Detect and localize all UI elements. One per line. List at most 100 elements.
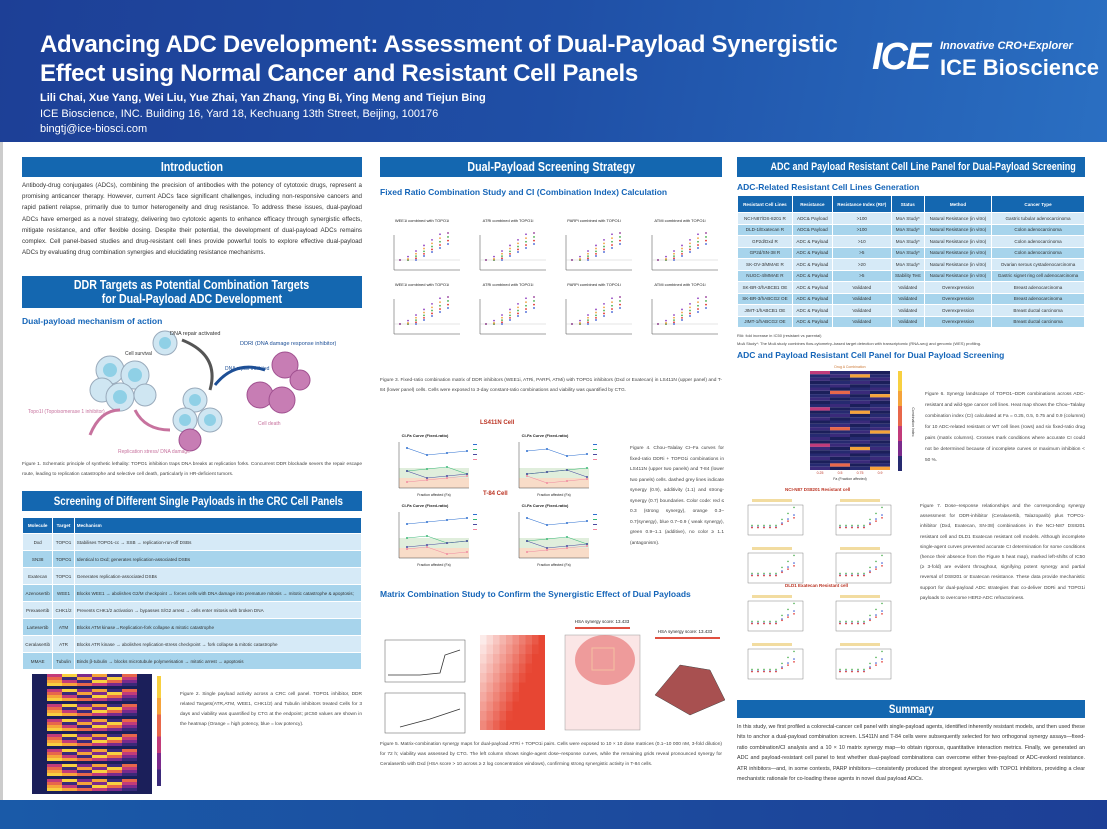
heatmap-cell	[32, 704, 47, 707]
heatmap-cell	[32, 728, 47, 731]
ci-heatmap-cell	[870, 377, 890, 381]
data-point	[793, 650, 795, 653]
matrix-cell	[519, 711, 526, 721]
matrix-cell	[538, 711, 545, 721]
data-point	[439, 304, 441, 307]
data-point	[781, 571, 783, 574]
data-point	[533, 307, 535, 309]
heatmap-cell	[62, 731, 77, 734]
data-point	[793, 562, 795, 564]
ci-heatmap-cell	[870, 397, 890, 401]
table-cell: Validated	[891, 293, 924, 304]
heatmap-cell	[107, 731, 122, 734]
ci-heatmap-cell	[850, 450, 870, 454]
legend-swatch	[473, 459, 477, 460]
data-point	[787, 616, 789, 618]
ci-heatmap-cell	[830, 427, 850, 431]
ci-heatmap-cell	[810, 404, 830, 408]
data-point	[851, 574, 853, 577]
ci-heatmap-cell	[810, 400, 830, 404]
ci-series-line	[406, 517, 468, 525]
dose-response-plot: ATMi combined with TOPO1i	[651, 282, 718, 335]
heatmap-cell	[122, 752, 137, 755]
legend-swatch	[593, 519, 597, 520]
heatmap-cell	[62, 713, 77, 716]
colorbar-segment	[898, 376, 902, 381]
heatmap-cell	[107, 695, 122, 698]
matrix-cell	[493, 711, 500, 721]
table-cell: MMAE	[23, 653, 53, 669]
matrix-cell	[493, 644, 500, 654]
data-point	[501, 250, 503, 252]
matrix-cell	[525, 673, 532, 683]
data-point	[407, 258, 409, 260]
table-row: JIMT-1/hABCB1 OE ADC & Payload Validated Va…	[738, 305, 1084, 316]
data-point	[533, 239, 535, 242]
ddr-heading-line1: DDR Targets as Potential Combination Tar…	[74, 277, 310, 292]
table-cell: Ceralasertib	[23, 636, 53, 652]
table-row: Azenosertib WEE1 Blocks WEE1 → abolishes G…	[23, 585, 361, 601]
table-cell: >5	[832, 270, 891, 281]
data-point	[793, 613, 795, 615]
data-point	[881, 517, 883, 519]
heatmap-cell	[137, 716, 152, 719]
heatmap-cell	[122, 770, 137, 773]
heatmap-cell	[47, 770, 62, 773]
ci-plot-title: CI-Fa Curve (Fixed-ratio)	[522, 433, 569, 438]
heatmap-cell	[92, 767, 107, 770]
data-point	[439, 240, 441, 243]
colorbar-segment	[157, 753, 161, 759]
data-point	[697, 301, 699, 304]
table-cell: SK-BR-3/hABCB1 OE	[738, 282, 792, 293]
heatmap-cell	[77, 737, 92, 740]
heatmap-cell	[47, 749, 62, 752]
data-point	[603, 248, 605, 251]
heatmap-cell	[47, 686, 62, 689]
data-point	[587, 252, 589, 255]
heatmap-cell	[137, 749, 152, 752]
ci-heatmap-cell	[870, 371, 890, 375]
ci-heatmap-cell	[830, 440, 850, 444]
ci-series-line	[526, 545, 588, 553]
matrix-cell	[532, 701, 539, 711]
heatmap-cell	[32, 695, 47, 698]
ci-fa-plot: CI-Fa Curve (Fixed-ratio) Fraction affect…	[518, 433, 597, 497]
ci-heatmap-cell	[850, 433, 870, 437]
heatmap-cell	[92, 695, 107, 698]
data-point	[689, 306, 691, 309]
data-point	[781, 522, 783, 524]
data-point	[579, 255, 581, 258]
ci-heatmap-cell	[870, 443, 890, 447]
heatmap-cell	[62, 782, 77, 785]
heatmap-cell	[32, 713, 47, 716]
data-point	[439, 297, 441, 300]
data-point	[857, 668, 859, 671]
figure3-caption: Figure 3. Fixed-ratio combination matrix…	[380, 378, 722, 393]
ci-heatmap-cell	[830, 410, 850, 414]
heatmap-cell	[77, 710, 92, 713]
heatmap-cell	[122, 701, 137, 704]
ci-heatmap-cell	[870, 460, 890, 464]
heatmap-cell	[107, 746, 122, 749]
data-point	[525, 304, 527, 307]
ci-heatmap-cell	[850, 400, 870, 404]
table-row: SK-BR-3/hABCB1 OE ADC & Payload Validated V…	[738, 282, 1084, 293]
ci-heatmap-cell	[850, 404, 870, 408]
heatmap-cell	[92, 785, 107, 788]
legend-swatch	[593, 444, 597, 445]
data-point	[781, 667, 783, 670]
synergy-surface	[654, 664, 725, 716]
data-point	[869, 618, 871, 620]
colorbar-segment	[898, 421, 902, 426]
heatmap-cell	[137, 707, 152, 710]
colorbar-segment	[157, 714, 161, 720]
matrix-cell	[532, 711, 539, 721]
heatmap-cell	[62, 722, 77, 725]
heatmap-cell	[62, 746, 77, 749]
heatmap-cell	[92, 776, 107, 779]
data-point	[757, 620, 759, 623]
heatmap-cell	[62, 737, 77, 740]
panel1-label: NCI-N87 DS8201 Resistant cell	[785, 487, 851, 492]
col-target: Target	[53, 518, 74, 533]
heatmap-cell	[137, 767, 152, 770]
